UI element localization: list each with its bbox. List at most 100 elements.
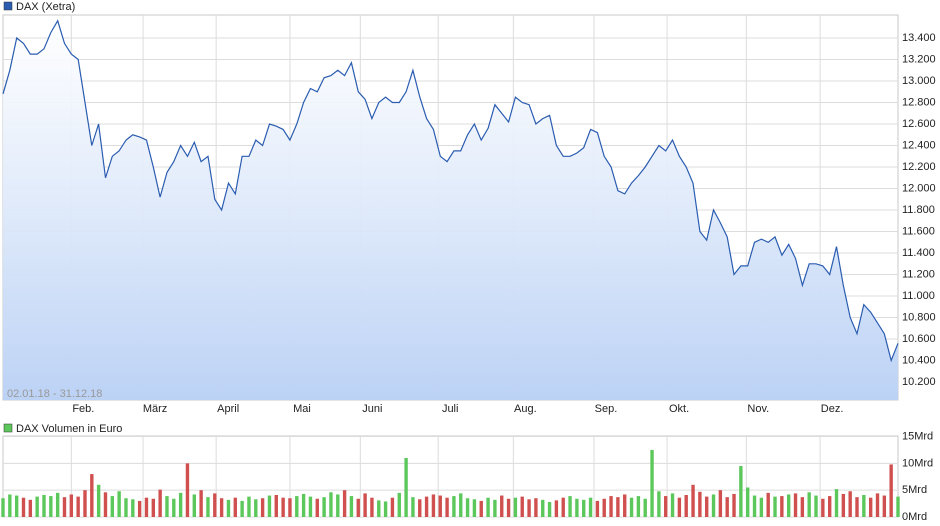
volume-bar [739,466,743,517]
x-tick-label: Dez. [821,403,844,415]
legend-swatch [3,423,13,433]
volume-bar [8,494,12,517]
volume-bar [841,493,846,517]
volume-bar [117,491,121,517]
volume-bar [623,494,627,517]
y-tick-label: 0Mrd [902,511,927,523]
volume-bar [69,494,74,517]
volume-bar [295,496,299,517]
volume-bar [404,457,408,517]
volume-bar [192,494,196,517]
volume-bar [691,484,695,517]
volume-bar [240,500,244,517]
volume-bar [110,496,115,517]
y-tick-label: 12.000 [902,182,936,194]
volume-bar [506,498,511,517]
volume-bar [1,498,5,517]
y-tick-label: 12.800 [902,96,936,108]
volume-bar [301,493,306,517]
volume-bar [288,498,292,517]
volume-bar [827,496,832,517]
volume-bar [677,497,682,517]
volume-bar [541,499,545,517]
volume-bar [137,500,142,517]
y-tick-label: 11.000 [902,290,935,302]
volume-bar [390,497,395,517]
x-tick-label: Aug. [514,403,537,415]
volume-bar [377,500,381,517]
volume-bar [247,496,251,517]
legend-swatch [3,1,13,11]
volume-bar [356,498,360,517]
volume-bar [21,497,26,517]
x-tick-label: Nov. [747,403,769,415]
volume-bar [383,501,388,517]
volume-bar [178,492,183,517]
volume-bar [834,489,839,517]
volume-bar [814,495,818,517]
volume-bar [479,500,483,517]
volume-bar [260,498,265,517]
volume-bar [595,500,600,517]
volume-bar [807,492,811,517]
volume-bar [780,496,784,517]
volume-bar [752,495,757,517]
y-tick-label: 13.200 [902,53,936,65]
volume-bar [725,497,729,517]
volume-bar [500,495,504,517]
volume-bar [342,490,347,517]
volume-bar [411,497,415,517]
y-tick-label: 12.200 [902,161,936,173]
volume-bar [14,495,19,517]
volume-bar [889,464,893,517]
y-tick-label: 5Mrd [902,484,927,496]
volume-bar [766,492,770,517]
y-tick-label: 10.600 [902,333,936,345]
x-tick-label: April [217,403,239,415]
volume-bar [431,494,436,517]
volume-bar [472,499,477,517]
volume-bar [322,497,326,517]
y-tick-label: 11.400 [902,247,935,259]
y-tick-label: 13.000 [902,75,936,87]
volume-bar [96,484,101,517]
volume-bar [588,497,593,517]
volume-bar [418,499,422,517]
volume-bar [172,498,176,517]
volume-bar [267,495,272,517]
volume-bar [103,492,108,517]
volume-bar [397,492,401,517]
volume-bar [28,499,33,517]
volume-bar [424,496,429,517]
volume-bar [561,497,565,517]
volume-bar [35,496,39,517]
volume-bar [643,498,647,517]
y-tick-label: 11.200 [902,268,935,280]
volume-bar [582,499,586,517]
y-tick-label: 10Mrd [902,457,933,469]
volume-bar [315,498,319,517]
y-tick-label: 11.600 [902,225,935,237]
volume-bar [254,499,258,517]
y-tick-label: 11.800 [902,204,935,216]
volume-bar [165,496,169,517]
volume-bar [90,474,94,517]
volume-bar [465,498,470,517]
volume-bar [520,496,524,517]
volume-bar [76,496,80,517]
x-tick-label: März [143,403,167,415]
y-tick-label: 12.400 [902,139,936,151]
volume-bar [206,497,210,517]
legend-label: DAX (Xetra) [16,1,75,13]
volume-bar [786,494,791,517]
x-tick-label: Sep. [595,403,618,415]
volume-bar [657,491,661,517]
volume-bar [438,495,442,517]
volume-bar [55,492,60,517]
volume-bar [158,489,162,517]
volume-bar [151,498,156,517]
volume-bar [636,496,641,517]
volume-bar [62,497,67,517]
y-tick-label: 13.400 [902,32,936,44]
